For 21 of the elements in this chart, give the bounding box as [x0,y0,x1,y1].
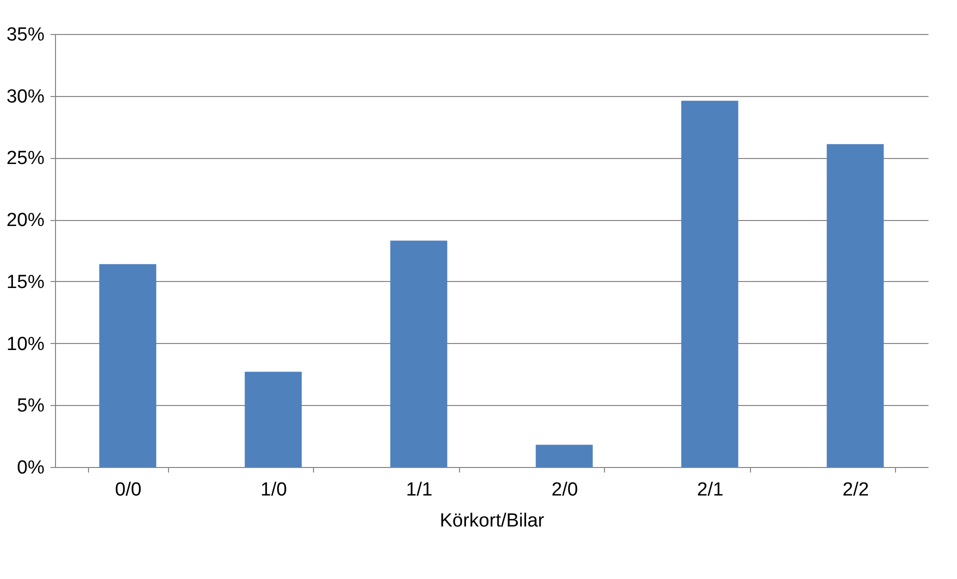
x-tick-label: 1/1 [406,480,432,500]
x-tick-label: 2/1 [697,480,724,500]
bar [244,372,302,467]
y-tick-label: 15% [6,272,45,293]
y-tick-label: 25% [6,148,45,170]
x-tick-label: 0/0 [115,480,142,500]
bar [390,240,448,467]
y-tick-label: 30% [6,86,45,108]
x-tick-label: 2/0 [552,480,578,500]
x-tick-label: 1/0 [260,480,287,500]
bar [99,264,156,467]
y-tick-label: 20% [6,210,45,232]
x-axis-title: Körkort/Bilar [440,510,545,532]
y-tick-label: 5% [17,396,45,417]
y-tick-label: 35% [6,24,45,46]
bar [681,100,738,467]
x-tick-label: 2/2 [842,480,869,500]
bar [536,444,593,467]
bar [826,144,884,467]
y-tick-label: 0% [17,458,45,478]
y-tick-label: 10% [6,334,45,355]
